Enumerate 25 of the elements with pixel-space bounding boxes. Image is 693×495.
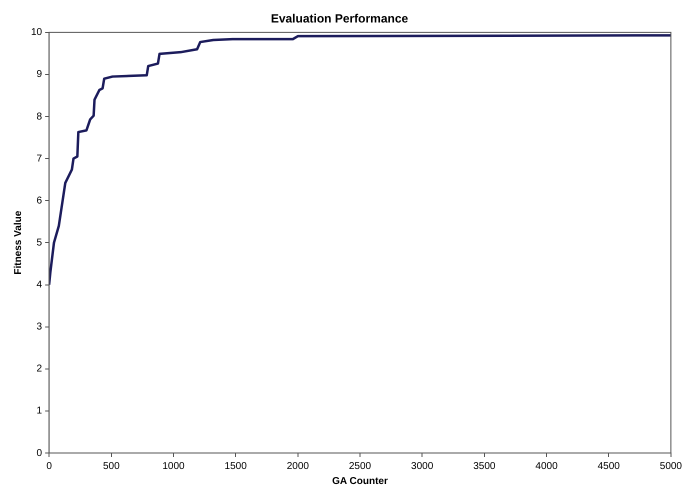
x-tick-label: 2000 [286,460,310,472]
x-axis-title: GA Counter [332,476,388,487]
y-tick-label: 2 [36,364,43,375]
x-tick-label: 500 [102,460,120,472]
x-tick-label: 2500 [348,460,372,472]
y-tick-label: 6 [36,195,43,206]
x-tick-label: 0 [46,460,52,472]
y-tick-label: 3 [36,322,43,333]
x-tick-label: 3500 [473,460,496,472]
y-tick-label: 4 [36,280,43,291]
x-tick-label: 3000 [411,460,434,472]
y-axis-title: Fitness Value [12,210,24,275]
x-tick-label: 5000 [660,460,682,472]
y-tick-label: 9 [36,69,43,80]
y-tick-label: 8 [36,111,43,122]
x-tick-label: 4000 [535,460,558,472]
x-tick-label: 1000 [162,460,186,472]
x-tick-label: 4500 [598,460,620,472]
y-tick-label: 1 [36,406,43,417]
x-tick-label: 1500 [224,460,248,472]
y-tick-label: 10 [31,27,43,38]
y-tick-label: 5 [36,237,43,248]
chart-title: Evaluation Performance [270,12,409,26]
y-tick-label: 7 [36,153,43,164]
y-tick-label: 0 [36,448,43,459]
